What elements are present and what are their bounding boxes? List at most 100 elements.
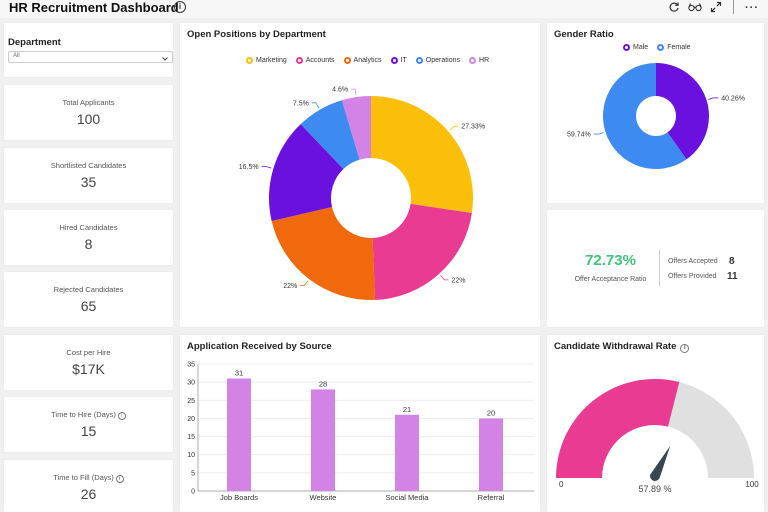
offers-provided-label: Offers Provided [668,273,717,280]
offers-accepted-value: 8 [729,256,735,267]
refresh-icon[interactable] [667,1,681,15]
pie-slice[interactable] [300,100,360,170]
chart-title: Candidate Withdrawal Rate [554,341,677,352]
chart-title: Gender Ratio [554,29,614,40]
more-icon[interactable]: ··· [745,2,759,14]
glasses-icon[interactable] [688,1,702,15]
legend-item[interactable]: Female [657,44,691,51]
bar[interactable] [227,378,251,491]
divider [659,250,660,286]
withdrawal-rate-card: Candidate Withdrawal Rate i 0 100 57.89 % [547,335,764,512]
legend-swatch [657,44,665,51]
info-icon[interactable]: i [680,344,690,353]
slice-value-label: 40.26% [721,95,745,102]
kpi-label-row: Time to Hire (Days) i [4,410,173,420]
slice-leader-line [449,125,459,131]
slice-value-label: 27.33% [461,124,485,131]
expand-icon[interactable] [709,1,723,15]
info-icon[interactable]: i [115,475,124,483]
pie-slice[interactable] [271,207,376,300]
x-tick-label: Website [310,493,337,502]
applications-bar-chart: 0 5 10 15 20 25 30 35 31 Job Boards 28 Website 21 Soc… [187,362,534,502]
bar[interactable] [395,414,419,491]
info-icon[interactable]: i [117,412,126,420]
toolbar-divider [733,0,734,14]
legend-swatch [295,57,303,64]
kpi-cost-per-hire: Cost per Hire $17K [4,335,173,390]
chart-title: Open Positions by Department [187,29,326,40]
kpi-shortlisted-candidates: Shortlisted Candidates 35 [4,148,173,203]
slice-leader-line [593,132,604,135]
legend-label: Male [633,44,649,51]
kpi-label: Rejected Candidates [53,285,124,294]
legend-label: Marketing [256,57,287,64]
legend-label: HR [479,57,490,64]
bar-value-label: 21 [403,405,411,414]
dashboard-title: HR Recruitment Dashboard [9,0,179,15]
kpi-value: 26 [80,486,97,502]
bar-value-label: 28 [319,379,327,388]
legend-item[interactable]: Marketing [246,57,287,64]
gauge-max-label: 100 [745,480,759,489]
info-icon[interactable]: i [174,1,186,13]
x-tick-label: Referral [478,493,505,502]
slice-value-label: 16.5% [239,164,259,171]
department-filter-label: Department [8,37,61,48]
pie-slice[interactable] [603,62,687,169]
legend-item[interactable]: Operations [415,57,461,64]
y-tick-label: 15 [187,434,195,441]
kpi-time-to-hire: Time to Hire (Days) i 15 [4,397,173,452]
bar-value-label: 31 [235,369,243,378]
kpi-value: $17K [72,361,105,377]
slice-value-label: 7.5% [293,100,309,107]
offer-acceptance-ratio-value: 72.73% [585,252,636,269]
pie-slice[interactable] [269,124,344,222]
legend-swatch [415,57,423,64]
legend-label: Analytics [353,57,382,64]
slice-leader-line [440,275,449,281]
bar[interactable] [311,389,335,491]
department-select[interactable]: All [8,51,173,63]
legend-label: Female [667,44,691,51]
open-positions-donut: 27.33% 22% 22% 16.5% 7.5% 4.6% [239,87,485,300]
withdrawal-gauge: 0 100 57.89 % [556,379,759,494]
kpi-value: 100 [76,111,101,127]
kpi-value: 15 [80,423,97,439]
offers-provided-value: 11 [727,271,738,282]
pie-slice[interactable] [372,203,472,300]
kpi-total-applicants: Total Applicants 100 [4,85,173,140]
legend-label: Operations [425,57,461,64]
y-tick-label: 35 [187,362,195,369]
pie-slice[interactable] [341,96,371,160]
kpi-hired-candidates: Hired Candidates 8 [4,210,173,265]
legend-item[interactable]: Analytics [343,57,382,64]
slice-leader-line [708,97,719,100]
legend-item[interactable]: IT [390,57,407,64]
pie-slice[interactable] [656,63,709,160]
y-tick-label: 5 [191,470,195,477]
applications-by-source-card: Application Received by Source 0 5 10 15 20 2… [180,335,540,512]
y-tick-label: 25 [187,398,195,405]
legend-item[interactable]: Male [623,44,648,51]
x-tick-label: Job Boards [220,493,258,502]
offer-acceptance-ratio-label: Offer Acceptance Ratio [574,276,647,283]
legend-item[interactable]: Accounts [295,57,335,64]
kpi-value: 65 [80,298,97,314]
slice-leader-line [261,166,272,169]
bar[interactable] [479,418,503,491]
kpi-label: Time to Hire (Days) [51,410,116,419]
offer-acceptance-card: 72.73% Offer Acceptance Ratio Offers Acc… [547,210,764,327]
kpi-value: 35 [80,174,97,190]
gauge-fill[interactable] [556,379,680,478]
top-bar: HR Recruitment Dashboard i ··· [0,0,768,18]
legend-swatch [246,57,253,64]
chart-legend: Male Female [623,44,691,51]
chart-legend: Marketing Accounts Analytics IT Operations HR [246,57,489,64]
x-tick-label: Social Media [386,493,430,502]
gender-ratio-donut: 40.26% 59.74% [567,62,745,169]
legend-item[interactable]: HR [469,57,489,64]
kpi-time-to-fill: Time to Fill (Days) i 26 [4,460,173,512]
chevron-down-icon [161,51,169,69]
pie-slice[interactable] [371,96,473,214]
legend-label: IT [400,57,407,64]
